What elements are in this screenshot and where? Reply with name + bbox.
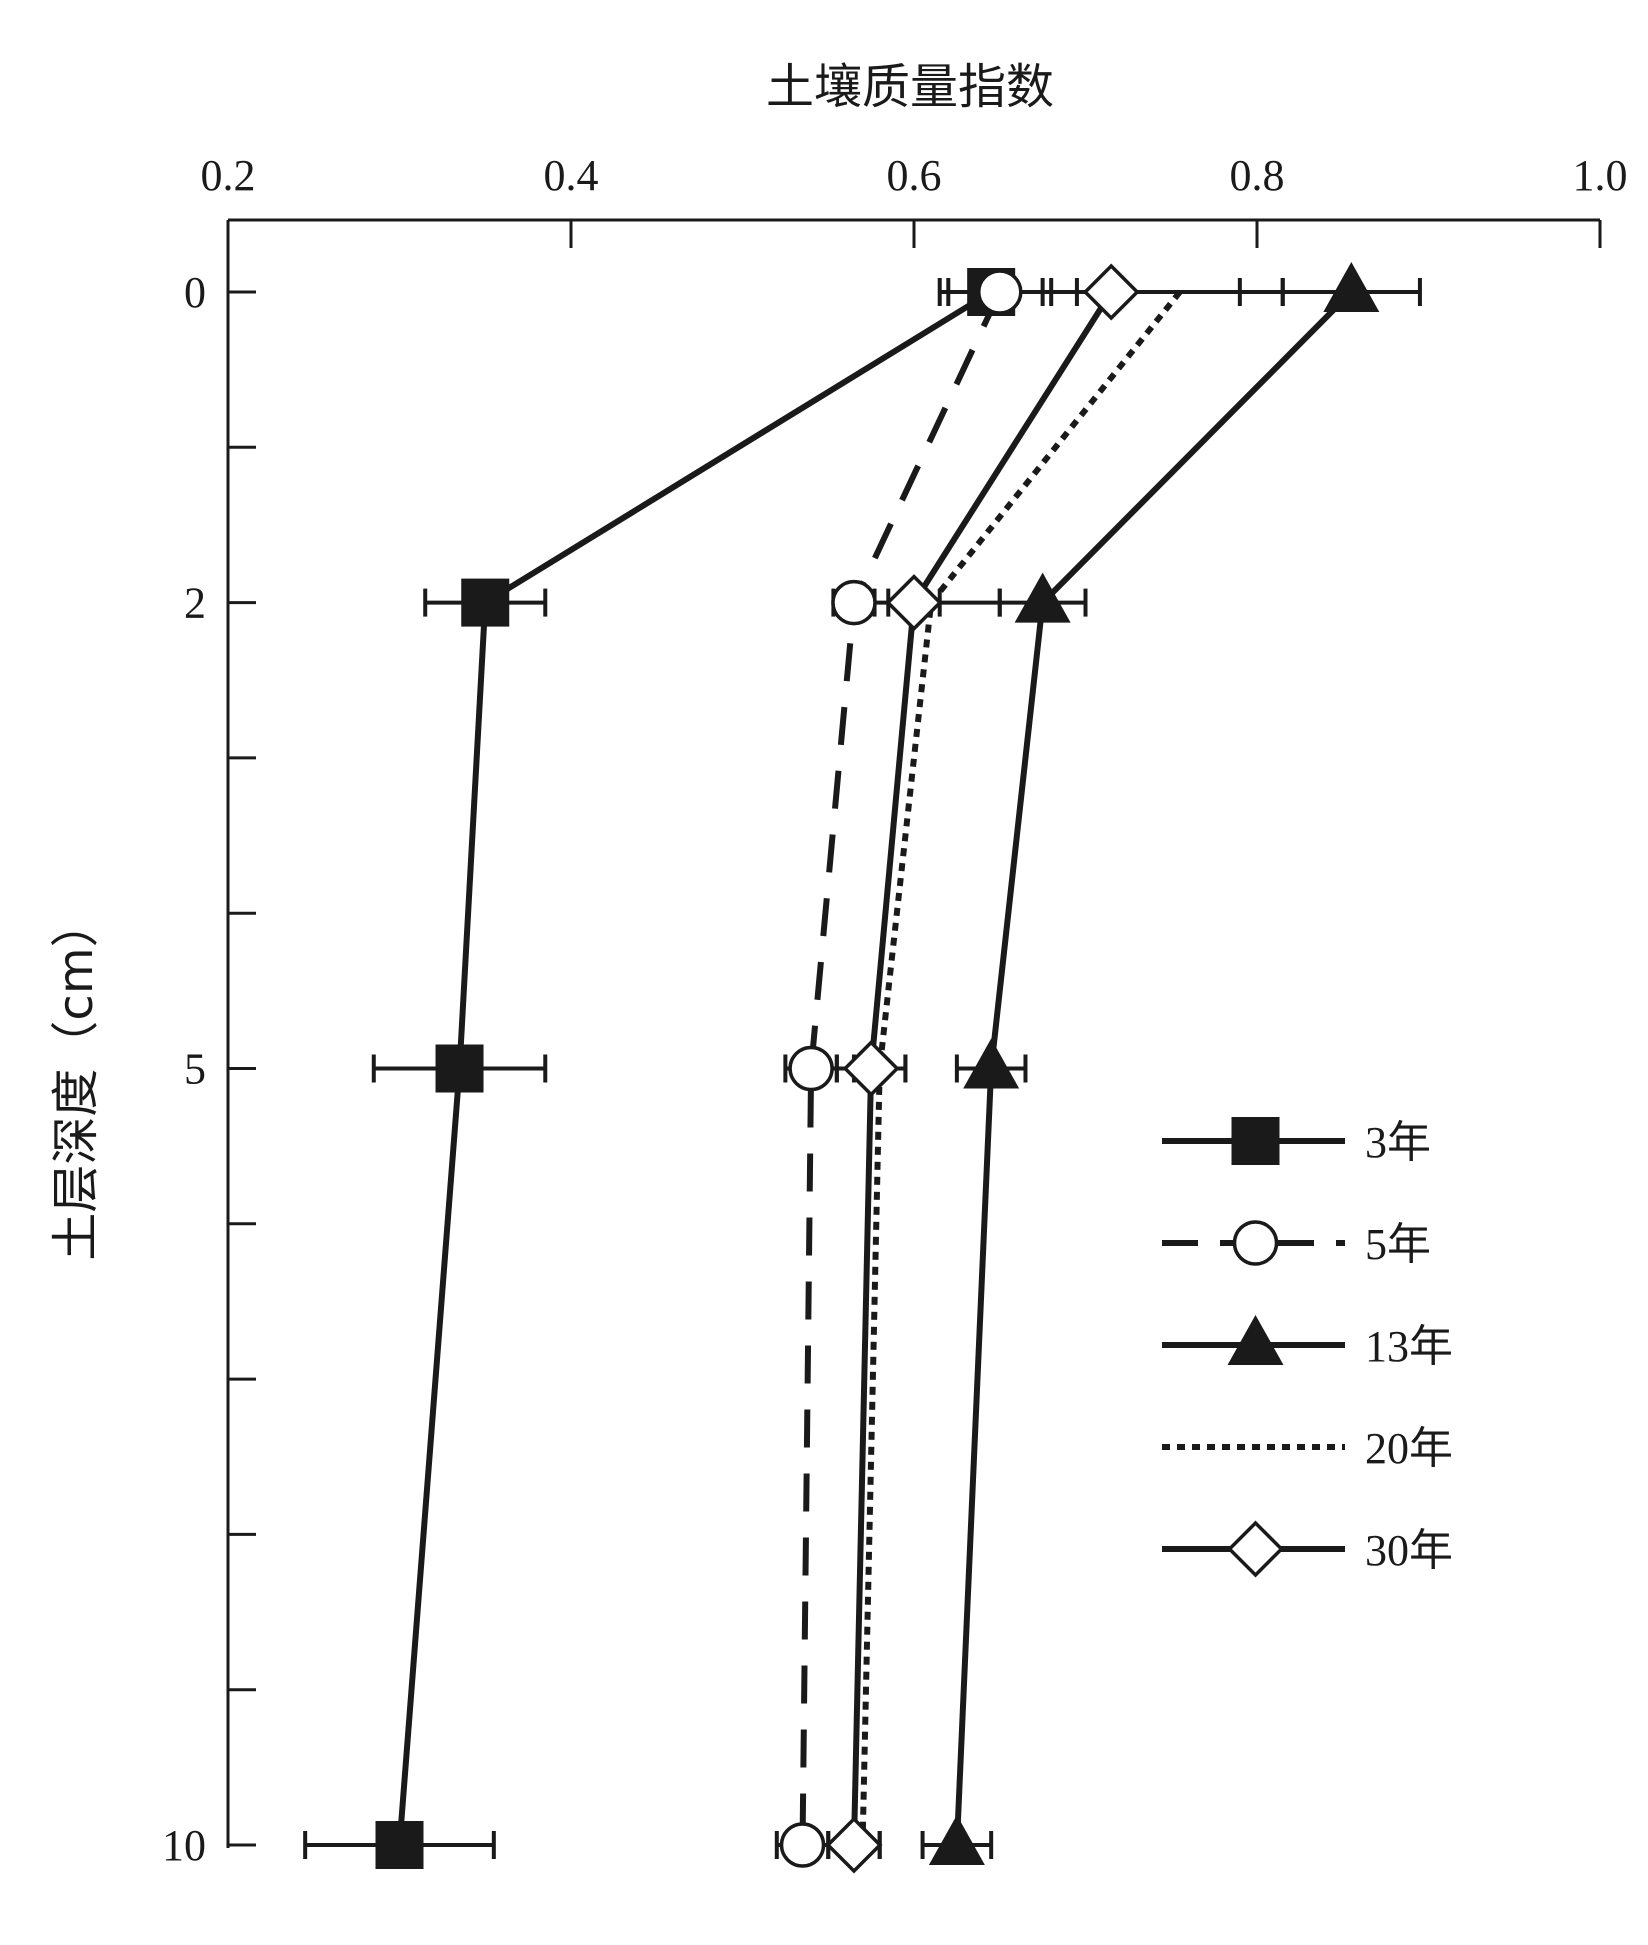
series-2-markers — [779, 269, 1023, 1868]
series-1-group — [303, 278, 1045, 1859]
diamond-marker — [842, 1040, 900, 1097]
circle-marker — [788, 1045, 834, 1092]
legend-item: 20年 — [1162, 1424, 1453, 1473]
series-line — [859, 290, 1183, 1846]
circle-marker — [1232, 1220, 1279, 1266]
y-ticks: 0 2 5 10 — [162, 268, 256, 1870]
square-marker — [461, 578, 510, 627]
diamond-marker — [1082, 263, 1140, 321]
y-tick-label: 2 — [184, 579, 206, 628]
x-tick-label: 0.6 — [887, 151, 942, 200]
axes-group: 0.2 0.4 0.6 0.8 1.0 0 2 5 10 — [162, 151, 1628, 1870]
y-tick-label: 10 — [162, 1821, 206, 1870]
circle-marker — [977, 269, 1023, 315]
x-axis-title: 土壤质量指数 — [766, 59, 1054, 115]
legend-label: 3年 — [1365, 1118, 1431, 1167]
x-tick-label: 0.2 — [201, 151, 256, 200]
series-4-group — [843, 278, 1285, 1859]
legend: 3年 5年 13年 20年 30年 — [1162, 1117, 1453, 1578]
triangle-marker — [1227, 1315, 1284, 1365]
x-ticks: 0.2 0.4 0.6 0.8 1.0 — [201, 151, 1628, 248]
series-3-markers — [928, 262, 1380, 1865]
legend-item: 5年 — [1162, 1220, 1431, 1269]
plot-area — [303, 262, 1422, 1874]
diamond-marker — [1227, 1520, 1284, 1578]
legend-label: 30年 — [1365, 1526, 1453, 1575]
series-line — [850, 290, 1114, 1846]
legend-item: 3年 — [1162, 1117, 1431, 1167]
x-tick-label: 0.4 — [544, 151, 599, 200]
y-tick-label: 5 — [184, 1045, 206, 1094]
x-tick-label: 0.8 — [1230, 151, 1285, 200]
square-marker — [375, 1821, 424, 1869]
square-marker — [435, 1044, 484, 1093]
legend-item: 13年 — [1162, 1315, 1453, 1371]
series-line — [953, 289, 1354, 1846]
x-tick-label: 1.0 — [1573, 151, 1628, 200]
triangle-marker — [928, 1815, 985, 1865]
triangle-marker — [1014, 572, 1071, 623]
circle-marker — [779, 1822, 826, 1868]
diamond-marker — [885, 574, 943, 632]
legend-label: 20年 — [1365, 1424, 1453, 1473]
y-tick-label: 0 — [184, 268, 206, 317]
series-5-markers — [825, 263, 1140, 1874]
diamond-marker — [825, 1816, 883, 1874]
series-line — [396, 289, 993, 1846]
legend-item: 30年 — [1162, 1520, 1453, 1578]
triangle-marker — [963, 1038, 1020, 1089]
circle-marker — [831, 579, 877, 626]
square-marker — [1231, 1117, 1280, 1165]
triangle-marker — [1323, 262, 1380, 312]
legend-label: 5年 — [1365, 1220, 1431, 1269]
y-axis-title: 土层深度（cm） — [48, 899, 104, 1260]
legend-label: 13年 — [1365, 1322, 1453, 1371]
series-1-markers — [375, 268, 1016, 1869]
series-line — [799, 290, 1003, 1846]
